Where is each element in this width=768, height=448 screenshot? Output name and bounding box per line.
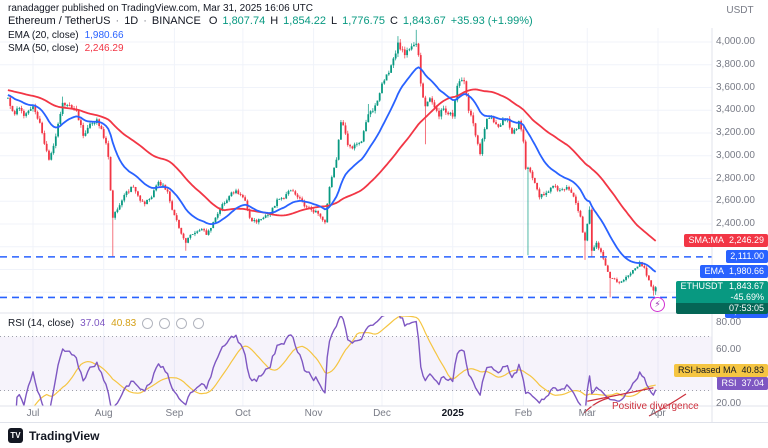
price-change-percent: -45.69% — [676, 292, 768, 304]
price-tick: 3,800.00 — [716, 58, 755, 70]
price-tick: 3,000.00 — [716, 149, 755, 161]
time-tick: Apr — [650, 408, 666, 419]
time-tick: Nov — [304, 408, 323, 419]
sma-price-badge: SMA:MA 2,246.29 — [684, 234, 768, 248]
positive-divergence-annotation: Positive divergence — [612, 401, 699, 412]
rsi-tick: 20.00 — [716, 398, 742, 409]
time-tick: 2025 — [441, 408, 464, 419]
price-tick: 3,200.00 — [716, 127, 755, 138]
ema-legend-value: 1,980.66 — [84, 30, 124, 41]
time-tick: Mar — [578, 408, 596, 419]
price-tick: 2,400.00 — [716, 218, 755, 229]
separator: · — [115, 15, 120, 27]
lightning-icon: ⚡ — [654, 299, 661, 309]
price-scale-currency-button[interactable]: USDT — [726, 5, 754, 16]
exchange-label[interactable]: BINANCE — [151, 15, 201, 27]
tradingview-logo-icon[interactable]: TV — [8, 428, 23, 443]
separator: · — [143, 15, 147, 27]
lightning-marker[interactable]: ⚡ — [650, 297, 665, 312]
low-value: 1,776.75 — [342, 15, 385, 27]
delete-icon[interactable] — [176, 318, 188, 329]
ema-badge-value: 1,980.66 — [728, 265, 764, 276]
rsi-ma-legend-value: 40.83 — [111, 318, 137, 329]
change-value: +35.93 (+1.99%) — [450, 15, 533, 27]
rsi-ma-badge-label: RSI-based MA — [677, 364, 737, 375]
last-price-value: 1,843.67 — [728, 281, 764, 292]
close-value: 1,843.67 — [402, 15, 446, 27]
price-tick: 4,000.00 — [716, 36, 755, 47]
sma-legend-value: 2,246.29 — [84, 43, 124, 54]
close-label: C — [389, 15, 398, 27]
sma-badge-value: 2,246.29 — [728, 235, 764, 246]
settings-icon[interactable] — [159, 318, 171, 329]
tradingview-footer-link[interactable]: TV TradingView — [0, 422, 768, 448]
symbol-title[interactable]: Ethereum / TetherUS — [8, 15, 111, 27]
ema-badge-label: EMA — [704, 265, 724, 276]
current-price-badge: ETHUSDT 1,843.67 -45.69% 07:53:05 — [676, 281, 768, 315]
rsi-badge-value: 37.04 — [741, 377, 764, 388]
open-label: O — [208, 15, 218, 27]
price-tick: 2,600.00 — [716, 195, 755, 207]
rsi-lines — [15, 316, 657, 406]
time-tick: Oct — [235, 408, 251, 419]
open-value: 1,807.74 — [222, 15, 266, 27]
brand-name: TradingView — [29, 428, 100, 443]
upper-level-badge: 2,111.00 — [726, 249, 768, 263]
rsi-band — [0, 336, 712, 391]
rsi-legend-label: RSI (14, close) — [8, 318, 75, 329]
rsi-legend-value: 37.04 — [80, 318, 106, 329]
visibility-icon[interactable] — [142, 318, 154, 329]
ema-price-badge: EMA 1,980.66 — [700, 264, 768, 278]
ticker-label: ETHUSDT — [680, 281, 723, 292]
time-scale[interactable]: Jul Aug Sep Oct Nov Dec 2025 Feb Mar Apr — [0, 406, 712, 422]
ema-legend-label: EMA (20, close) — [8, 30, 79, 41]
attribution-text: ranadagger published on TradingView.com,… — [8, 3, 314, 14]
candles — [7, 29, 657, 298]
sma-badge-label: SMA:MA — [688, 235, 724, 246]
rsi-tick: 80.00 — [716, 317, 742, 328]
rsi-ma-badge: RSI-based MA 40.83 — [673, 363, 768, 377]
overlay-lines — [7, 66, 657, 273]
rsi-legend[interactable]: RSI (14, close) 37.04 40.83 — [8, 318, 205, 329]
rsi-badge-label: RSI — [721, 377, 737, 388]
time-tick: Feb — [514, 408, 533, 419]
rsi-tick: 60.00 — [716, 344, 742, 355]
symbol-legend[interactable]: Ethereum / TetherUS · 1D · BINANCE O 1,80… — [8, 15, 533, 27]
time-tick: Aug — [94, 408, 113, 419]
price-tick: 2,800.00 — [716, 172, 755, 184]
high-value: 1,854.22 — [283, 15, 326, 27]
ema-legend[interactable]: EMA (20, close) 1,980.66 — [8, 30, 124, 41]
upper-level-value: 2,111.00 — [730, 250, 764, 261]
ohlc-values: O 1,807.74 H 1,854.22 L 1,776.75 C 1,843.67 … — [209, 15, 533, 27]
price-tick: 3,400.00 — [716, 104, 755, 116]
rsi-badge: RSI 37.04 — [717, 376, 768, 390]
high-label: H — [270, 15, 279, 27]
time-tick: Sep — [165, 408, 184, 419]
rsi-ma-badge-value: 40.83 — [741, 364, 764, 375]
interval-label[interactable]: 1D — [124, 15, 139, 27]
low-label: L — [331, 15, 338, 27]
sma-legend[interactable]: SMA (50, close) 2,246.29 — [8, 43, 124, 54]
bar-countdown: 07:53:05 — [676, 303, 768, 315]
price-scale[interactable]: 4,000.00 3,800.00 3,600.00 3,400.00 3,200.00… — [712, 0, 768, 422]
time-tick: Jul — [26, 408, 40, 419]
price-tick: 3,600.00 — [716, 81, 755, 93]
time-tick: Dec — [373, 408, 391, 419]
sma-legend-label: SMA (50, close) — [8, 43, 79, 54]
more-options-icon[interactable] — [193, 318, 205, 329]
